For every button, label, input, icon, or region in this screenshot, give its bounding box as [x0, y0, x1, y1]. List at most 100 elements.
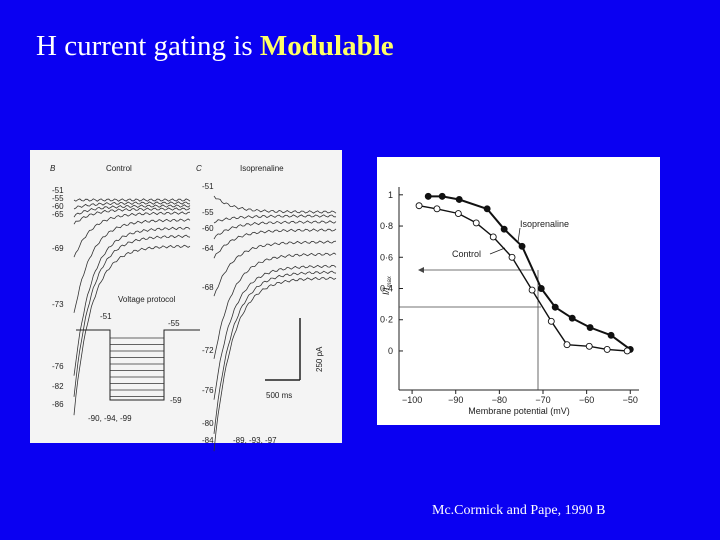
level-label: -80 — [202, 419, 214, 428]
level-label: -76 — [52, 362, 64, 371]
title-emphasis: Modulable — [259, 30, 394, 62]
slide-title: H current gating is Modulable — [36, 30, 394, 63]
data-point — [455, 196, 463, 203]
x-tick-label: −70 — [535, 395, 550, 405]
level-label: -82 — [52, 382, 64, 391]
data-point — [528, 286, 536, 294]
level-label: -55 — [202, 208, 214, 217]
left-figure: B Control C Isoprenaline Voltage protoco… — [50, 164, 337, 452]
trace — [213, 252, 337, 359]
level-label: -65 — [52, 210, 64, 219]
trace — [213, 276, 337, 452]
level-label: -51 — [202, 182, 214, 191]
trace — [73, 234, 191, 397]
level-label: -60 — [52, 202, 64, 211]
arrow-head — [418, 267, 424, 273]
y-axis-label: I/Imax — [381, 275, 393, 295]
trace — [73, 204, 191, 218]
data-point — [623, 347, 631, 355]
y-axis-label-main: I/I — [381, 287, 391, 295]
data-point — [438, 192, 446, 200]
x-tick-label: −80 — [492, 395, 507, 405]
data-point — [551, 303, 559, 311]
y-tick-label: 0·4 — [380, 284, 393, 294]
data-point — [607, 331, 615, 339]
level-label: -86 — [52, 400, 64, 409]
y-tick-label: 0 — [388, 346, 393, 356]
data-point — [603, 345, 611, 353]
trace — [213, 240, 337, 297]
data-point — [500, 225, 508, 233]
citation: Mc.Cormick and Pape, 1990 B — [432, 503, 606, 518]
protocol-label: -59 — [170, 396, 182, 405]
data-point — [586, 324, 594, 331]
data-point — [518, 242, 526, 250]
level-label: -84 — [202, 436, 214, 445]
panel-title: Control — [106, 164, 132, 173]
level-label: -60 — [202, 224, 214, 233]
data-point — [433, 205, 441, 213]
trace — [73, 198, 191, 202]
trace — [73, 244, 191, 416]
data-point — [563, 341, 571, 349]
protocol-label: -51 — [100, 312, 112, 321]
trace — [73, 218, 191, 313]
y-tick-label: 1 — [388, 190, 393, 200]
trace — [213, 228, 337, 259]
trace — [73, 226, 191, 376]
panel-label: B — [50, 164, 56, 173]
protocol-title: Voltage protocol — [118, 295, 176, 304]
trace — [213, 214, 336, 224]
protocol-inset — [74, 305, 202, 405]
x-tick-label: −50 — [623, 395, 638, 405]
data-point — [568, 314, 576, 322]
level-label: -72 — [202, 346, 214, 355]
y-tick-label: 0·8 — [380, 221, 393, 231]
data-point — [508, 253, 516, 261]
x-tick-label: −60 — [579, 395, 594, 405]
protocol-trace — [76, 329, 200, 401]
data-point — [585, 342, 593, 350]
y-axis-label-sub: max — [387, 275, 393, 287]
right-figure: −100 −90 −80 −70 −60 −50 0 0·2 0·4 0·6 0·8 1 Membran… — [380, 187, 639, 416]
data-point — [547, 317, 555, 325]
right-figure-bg — [377, 157, 660, 425]
data-point — [483, 205, 491, 213]
data-point — [415, 202, 423, 210]
trace — [213, 264, 337, 400]
data-point — [454, 210, 462, 217]
y-tick-label: 0·2 — [380, 315, 393, 325]
protocol-label: -55 — [168, 319, 180, 328]
pointer — [517, 227, 521, 243]
trace — [213, 270, 337, 434]
series-annotation: Isoprenaline — [520, 219, 569, 229]
data-point — [537, 285, 545, 292]
data-point — [424, 192, 432, 200]
series-annotation: Control — [452, 249, 481, 259]
title-text: H current gating is — [36, 30, 260, 62]
y-tick-label: 0·6 — [380, 252, 393, 262]
level-label: -69 — [52, 244, 64, 253]
trace — [213, 195, 337, 214]
level-label: -76 — [202, 386, 214, 395]
level-label: -64 — [202, 244, 214, 253]
x-axis-label: Membrane potential (mV) — [468, 406, 570, 416]
trace — [73, 207, 191, 225]
panel-title: Isoprenaline — [240, 164, 284, 173]
level-label: -51 — [52, 186, 64, 195]
scale-label: 250 pA — [315, 346, 324, 372]
protocol-label: -90, -94, -99 — [88, 414, 132, 423]
trace — [213, 220, 337, 240]
data-point — [472, 219, 480, 227]
level-label: -73 — [52, 300, 64, 309]
x-tick-label: −90 — [448, 395, 463, 405]
data-point — [489, 233, 497, 241]
trace — [73, 211, 191, 258]
trace — [73, 201, 190, 210]
x-tick-label: −100 — [402, 395, 422, 405]
panel-label: C — [196, 164, 202, 173]
steps-label: -89, -93, -97 — [233, 436, 277, 445]
scale-label: 500 ms — [266, 391, 292, 400]
